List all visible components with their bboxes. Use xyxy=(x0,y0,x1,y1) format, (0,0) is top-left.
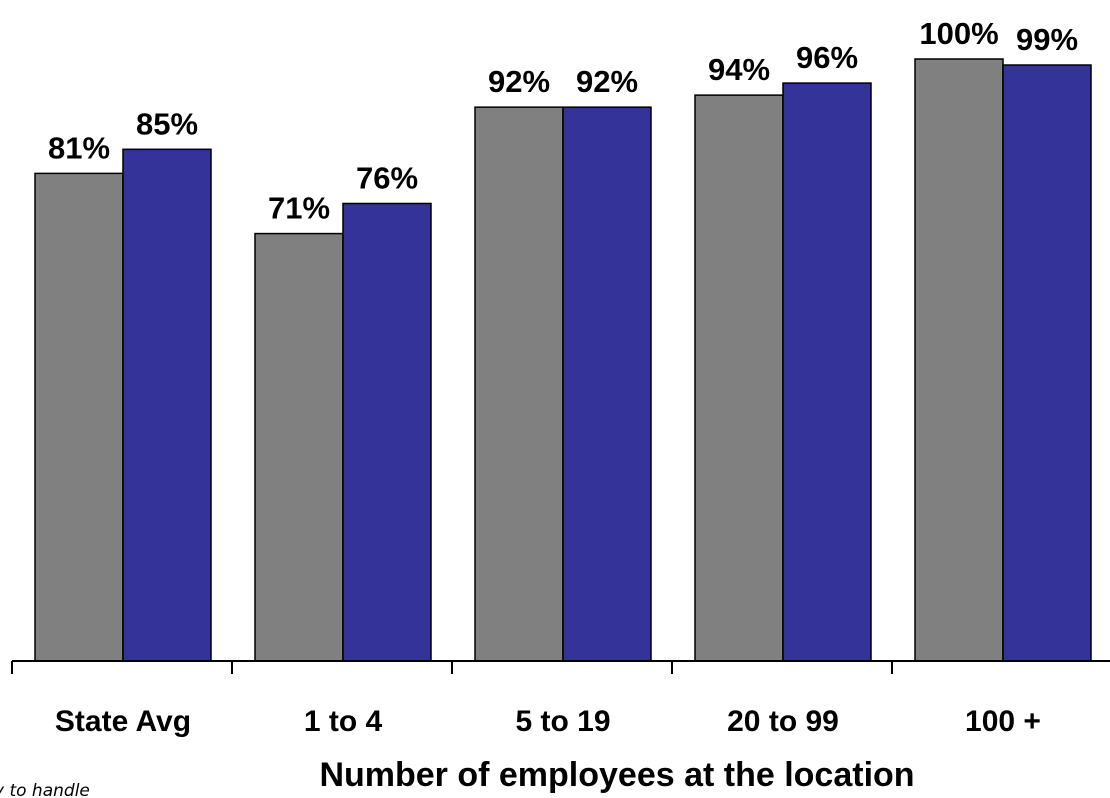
bar-series1-3 xyxy=(694,94,784,662)
category-label-0: State Avg xyxy=(55,705,191,738)
bar-series1-4 xyxy=(914,58,1004,662)
data-label-series1-2: 92% xyxy=(488,64,550,99)
category-label-2: 5 to 19 xyxy=(515,705,610,738)
category-label-4: 100 + xyxy=(965,705,1041,738)
data-label-series1-0: 81% xyxy=(48,130,110,165)
data-labels-group: 81% 85% 71% 76% 92% 92% 94% 96% 100% 99% xyxy=(48,16,1078,226)
bar-series1-1 xyxy=(254,232,344,662)
bar-series1-2 xyxy=(474,106,564,662)
data-label-series2-0: 85% xyxy=(136,106,198,141)
data-label-series1-3: 94% xyxy=(708,52,770,87)
x-axis-title: Number of employees at the location xyxy=(319,756,914,794)
bar-series2-0 xyxy=(122,148,212,662)
category-label-3: 20 to 99 xyxy=(727,705,839,738)
data-label-series2-3: 96% xyxy=(796,40,858,75)
category-label-1: 1 to 4 xyxy=(304,705,383,738)
data-label-series2-2: 92% xyxy=(576,64,638,99)
bar-series2-4 xyxy=(1002,64,1092,662)
data-label-series2-1: 76% xyxy=(356,160,418,195)
bars-group xyxy=(34,58,1092,662)
data-label-series1-4: 100% xyxy=(919,16,998,51)
bar-series2-1 xyxy=(342,202,432,662)
x-axis-ticks-group xyxy=(11,661,893,674)
bar-series2-3 xyxy=(782,82,872,662)
data-label-series1-1: 71% xyxy=(268,191,330,226)
footnote-text: y to handle xyxy=(0,781,90,798)
bar-series1-0 xyxy=(34,172,124,662)
data-label-series2-4: 99% xyxy=(1016,22,1078,57)
category-labels-group: State Avg 1 to 4 5 to 19 20 to 99 100 + xyxy=(55,705,1041,738)
bar-series2-2 xyxy=(562,106,652,662)
